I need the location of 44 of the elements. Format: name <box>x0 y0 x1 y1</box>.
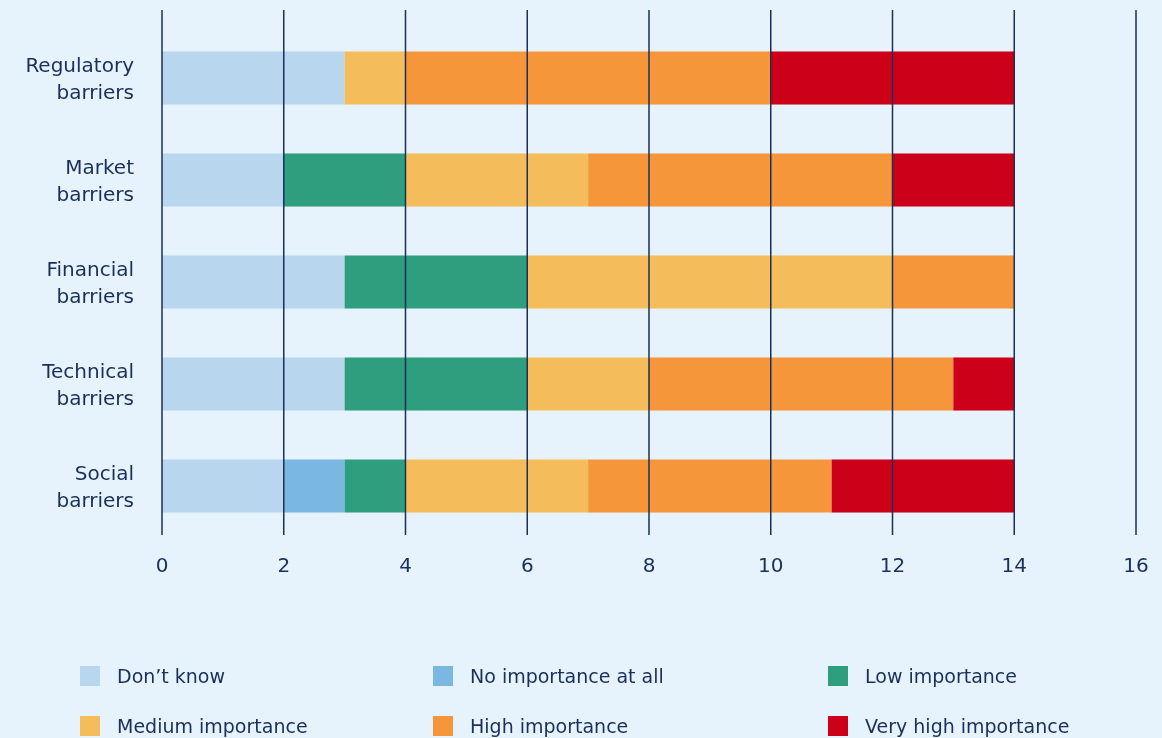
bar <box>162 153 284 207</box>
bar <box>344 255 528 309</box>
x-tick-label: 16 <box>1123 553 1149 577</box>
x-tick-label: 6 <box>520 553 534 577</box>
bar <box>162 357 345 411</box>
bar <box>344 459 406 513</box>
legend-label: Medium importance <box>117 715 308 737</box>
bar <box>405 153 589 207</box>
bar <box>770 51 1015 105</box>
bar <box>162 255 345 309</box>
bar <box>527 255 893 309</box>
bar <box>953 357 1015 411</box>
x-tick-label: 4 <box>399 553 412 577</box>
x-tick-label: 2 <box>277 553 291 577</box>
legend-label: Low importance <box>865 665 1018 687</box>
y-tick-label: Regulatory barriers <box>25 52 135 104</box>
y-tick-label: Market barriers <box>56 154 135 206</box>
bar <box>405 459 589 513</box>
legend-label: Don’t know <box>117 665 226 687</box>
y-tick-label: Financial barriers <box>46 256 134 308</box>
x-tick-label: 12 <box>879 553 906 577</box>
legend-label: Very high importance <box>865 715 1070 737</box>
x-tick-label: 0 <box>155 553 169 577</box>
bar <box>588 153 893 207</box>
bar <box>527 357 649 411</box>
bar <box>283 153 406 207</box>
legend-label: No importance at all <box>470 665 664 687</box>
x-tick-label: 14 <box>1001 553 1027 577</box>
bar <box>162 51 345 105</box>
bar <box>649 357 954 411</box>
bar <box>588 459 832 513</box>
x-tick-label: 8 <box>642 553 656 577</box>
x-tick-label: 10 <box>758 553 784 577</box>
bar <box>892 255 1015 309</box>
y-tick-label: Social barriers <box>56 460 134 512</box>
bar <box>344 51 406 105</box>
legend-label: High importance <box>470 715 629 737</box>
y-tick-label: Technical barriers <box>41 358 134 410</box>
bar <box>405 51 771 105</box>
bar <box>831 459 1015 513</box>
bar <box>162 459 284 513</box>
bar <box>892 153 1015 207</box>
bar <box>344 357 528 411</box>
bar <box>283 459 345 513</box>
